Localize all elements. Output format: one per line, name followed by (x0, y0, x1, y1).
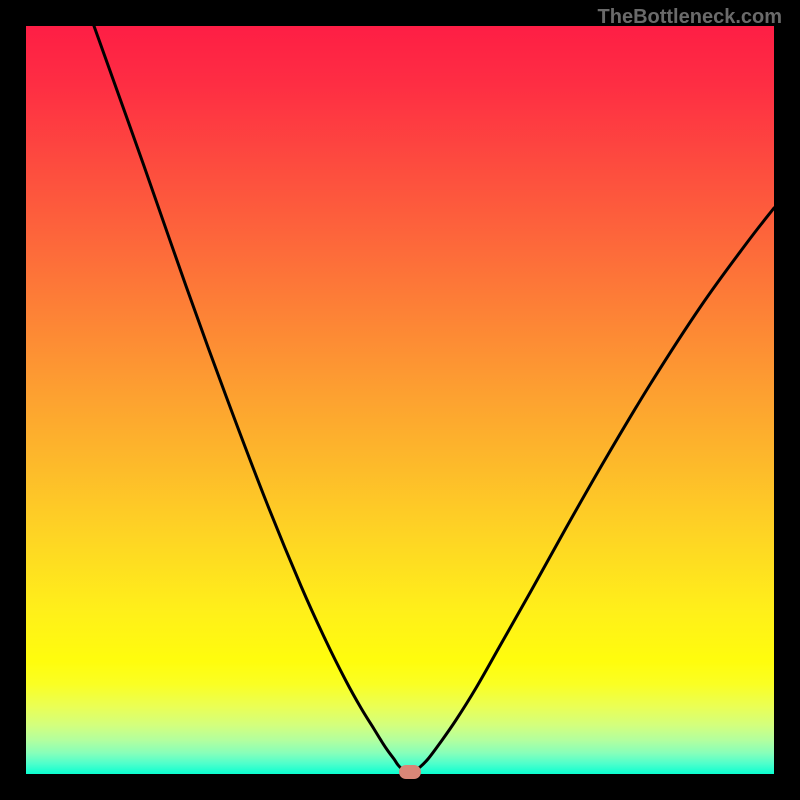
optimal-point-marker (399, 765, 421, 779)
watermark-text: TheBottleneck.com (598, 6, 782, 29)
plot-area (26, 26, 774, 774)
valley-curve (26, 26, 774, 774)
